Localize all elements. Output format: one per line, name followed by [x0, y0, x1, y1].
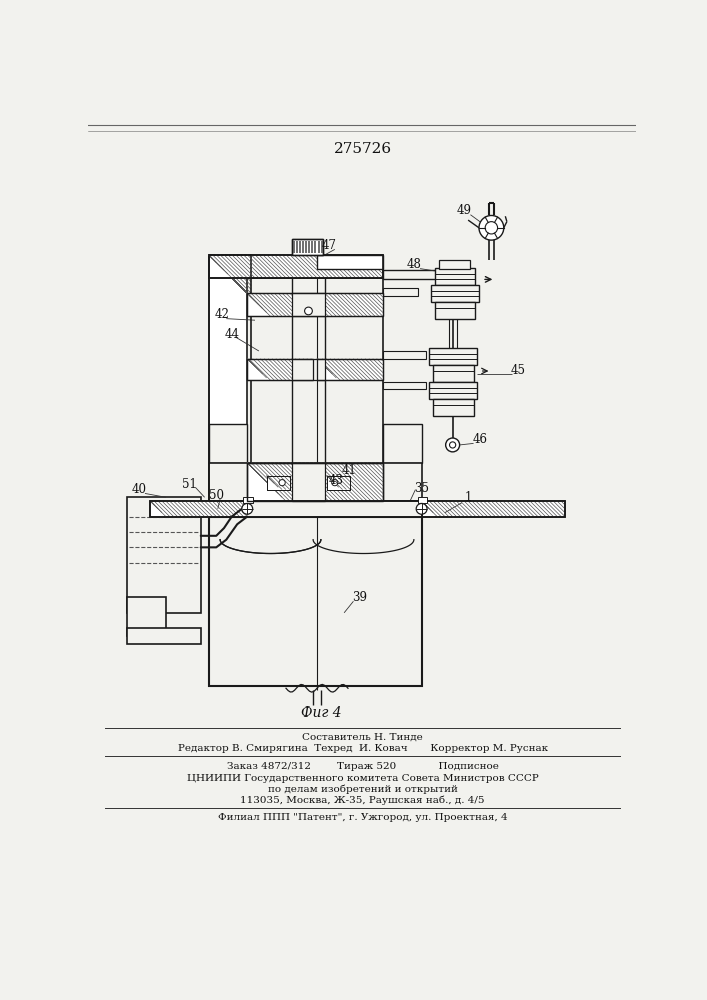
Bar [292, 463, 325, 501]
Bar [383, 288, 418, 296]
Bar [292, 239, 323, 255]
Bar [247, 501, 421, 517]
Text: ЦНИИПИ Государственного комитета Совета Министров СССР: ЦНИИПИ Государственного комитета Совета … [187, 774, 539, 783]
Text: 39: 39 [352, 591, 367, 604]
Bar [421, 501, 565, 517]
Bar [292, 239, 323, 255]
Bar [383, 424, 421, 463]
Bar [292, 293, 325, 316]
Bar [247, 463, 383, 501]
Text: 51: 51 [182, 478, 197, 491]
Bar [435, 268, 475, 285]
Bar [421, 501, 565, 517]
Bar [433, 365, 474, 382]
Text: Фиг 4: Фиг 4 [300, 706, 341, 720]
Bar [433, 399, 474, 416]
Bar [383, 270, 437, 279]
Text: 43: 43 [329, 474, 344, 487]
Bar [209, 255, 251, 501]
Circle shape [479, 215, 504, 240]
Text: 44: 44 [224, 328, 239, 341]
Text: 41: 41 [341, 464, 356, 477]
Bar [435, 302, 475, 319]
Bar [429, 348, 477, 365]
Circle shape [305, 307, 312, 315]
Circle shape [445, 438, 460, 452]
Bar [247, 359, 313, 380]
Bar [247, 293, 383, 316]
Text: 40: 40 [132, 483, 146, 496]
Bar [327, 476, 351, 490]
Bar [151, 501, 421, 517]
Text: по делам изобретений и открытий: по делам изобретений и открытий [268, 784, 457, 794]
Bar [317, 359, 383, 380]
Text: Составитель Н. Тинде: Составитель Н. Тинде [303, 733, 423, 742]
Bar [429, 382, 477, 399]
Text: 47: 47 [321, 239, 336, 252]
Bar [418, 497, 427, 503]
Text: 35: 35 [414, 482, 429, 495]
Bar [292, 359, 325, 380]
Text: 42: 42 [215, 308, 230, 321]
Bar [383, 382, 426, 389]
Bar [383, 351, 426, 359]
Text: 46: 46 [472, 433, 487, 446]
Text: 275726: 275726 [334, 142, 392, 156]
Bar [127, 497, 201, 613]
Text: 1: 1 [464, 491, 472, 504]
Bar [247, 463, 383, 501]
Bar [209, 463, 421, 501]
Bar [151, 501, 421, 517]
Bar [209, 517, 421, 686]
Text: Филиал ППП "Патент", г. Ужгород, ул. Проектная, 4: Филиал ППП "Патент", г. Ужгород, ул. Про… [218, 813, 508, 822]
Bar [247, 278, 383, 501]
Circle shape [242, 503, 252, 514]
Circle shape [279, 480, 285, 486]
Bar [243, 497, 252, 503]
Bar [127, 628, 201, 644]
Bar [127, 597, 166, 636]
Text: Редактор В. Смирягина  Техред  И. Ковач       Корректор М. Руснак: Редактор В. Смирягина Техред И. Ковач Ко… [177, 744, 548, 753]
Circle shape [485, 222, 498, 234]
Text: 48: 48 [407, 258, 421, 271]
Bar [247, 359, 313, 380]
Circle shape [416, 503, 427, 514]
Text: 50: 50 [209, 489, 223, 502]
Bar [327, 476, 351, 490]
Bar [209, 255, 383, 278]
Bar [209, 255, 251, 501]
Bar [317, 359, 383, 380]
Text: 49: 49 [457, 204, 472, 217]
Bar [317, 255, 383, 269]
Bar [267, 476, 290, 490]
Bar [440, 260, 470, 269]
Circle shape [332, 480, 338, 486]
Text: 113035, Москва, Ж-35, Раушская наб., д. 4/5: 113035, Москва, Ж-35, Раушская наб., д. … [240, 795, 485, 805]
Bar [267, 476, 290, 490]
Bar [209, 424, 247, 463]
Circle shape [450, 442, 456, 448]
Bar [431, 285, 479, 302]
Text: Заказ 4872/312        Тираж 520             Подписное: Заказ 4872/312 Тираж 520 Подписное [227, 762, 498, 771]
Bar [247, 293, 383, 316]
Bar [209, 255, 383, 278]
Text: 45: 45 [511, 364, 526, 377]
